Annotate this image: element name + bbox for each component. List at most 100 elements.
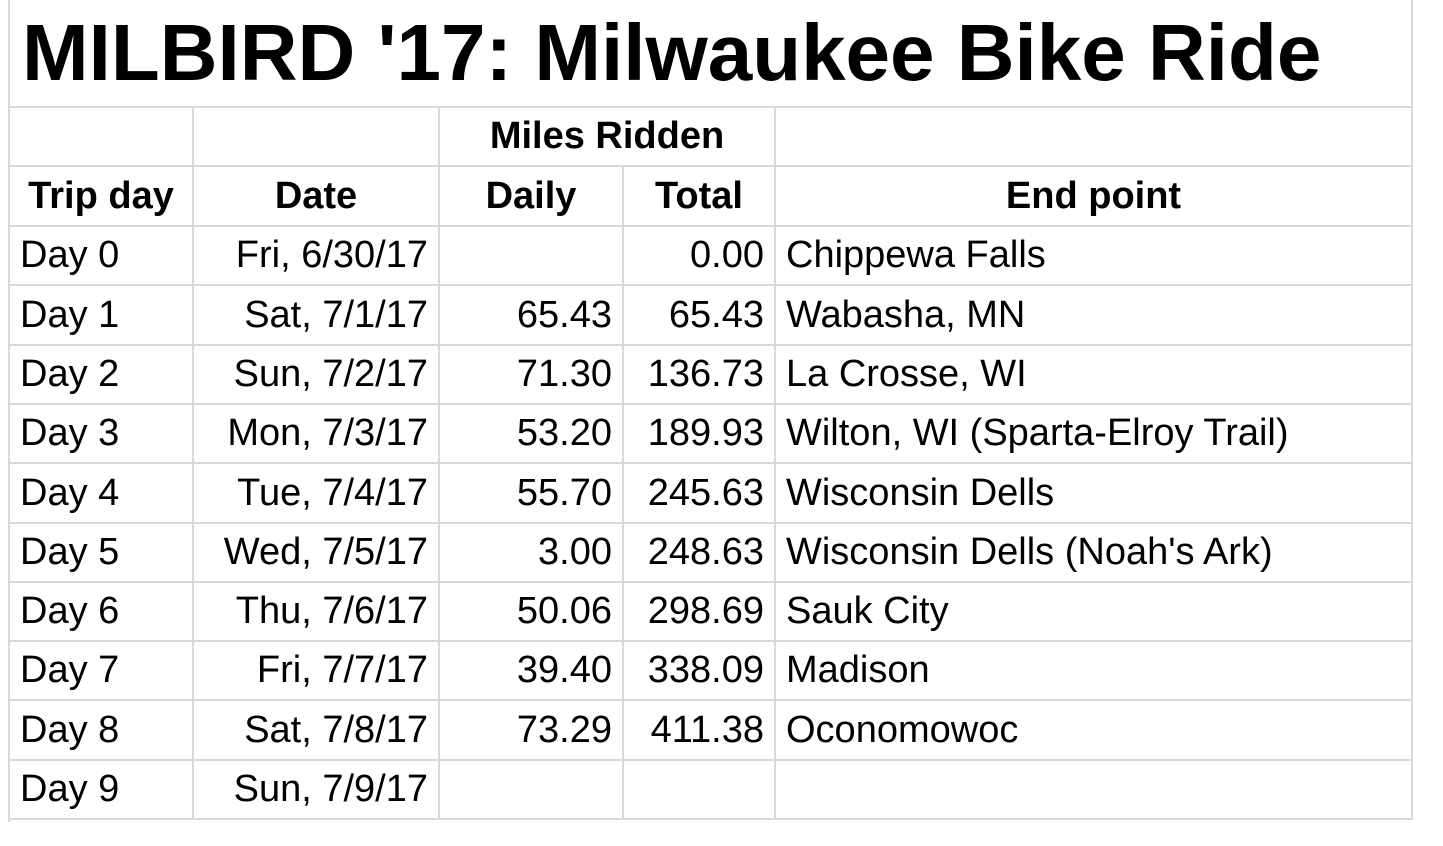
cell-text: Miles Ridden	[489, 115, 725, 157]
cell-text: Fri, 7/7/17	[256, 649, 428, 691]
cell-text: Chippewa Falls	[786, 234, 1046, 276]
table-cell	[624, 761, 776, 820]
cell-text: 65.43	[516, 293, 612, 336]
cell-text: 0.00	[690, 234, 764, 276]
cell-text: Day 2	[20, 353, 120, 395]
table-cell: Day 6	[10, 583, 194, 642]
cell-text: Day 7	[20, 649, 120, 691]
blank-cell	[194, 108, 440, 167]
cell-text: Oconomowoc	[786, 708, 1019, 751]
cell-text: 248.63	[647, 531, 764, 573]
table-cell: Sauk City	[776, 583, 1413, 642]
table-cell: Sat, 7/1/17	[194, 286, 440, 346]
column-header: Total	[624, 167, 776, 227]
table-cell: 245.63	[624, 464, 776, 524]
table-cell: 136.73	[624, 346, 776, 405]
cell-text: 73.29	[516, 708, 612, 751]
cell-text: 298.69	[647, 590, 764, 632]
cell-text: Wabasha, MN	[786, 293, 1026, 336]
cell-text: 65.43	[668, 293, 764, 336]
cell-text: 338.09	[647, 649, 764, 691]
cell-text: 189.93	[647, 412, 764, 454]
column-header: Date	[194, 167, 440, 227]
cell-text: 53.20	[516, 412, 612, 454]
cell-text: Day 6	[20, 590, 120, 632]
cell-text: Daily	[485, 174, 577, 217]
table-cell: Fri, 6/30/17	[194, 227, 440, 286]
cell-text: Day 5	[20, 531, 120, 573]
table-cell: 65.43	[440, 286, 624, 346]
table-cell: Wisconsin Dells	[776, 464, 1413, 524]
table-cell: Madison	[776, 642, 1413, 701]
table-cell: Day 3	[10, 405, 194, 464]
table-cell: Sun, 7/2/17	[194, 346, 440, 405]
cell-text: Tue, 7/4/17	[237, 471, 428, 514]
table-cell: Wisconsin Dells (Noah's Ark)	[776, 524, 1413, 583]
table-cell: 248.63	[624, 524, 776, 583]
table-cell: Day 5	[10, 524, 194, 583]
table-cell: La Crosse, WI	[776, 346, 1413, 405]
cell-text: Day 1	[20, 293, 120, 336]
table-cell: 50.06	[440, 583, 624, 642]
table-cell: Day 2	[10, 346, 194, 405]
cell-text: 411.38	[650, 708, 764, 751]
table-cell: Wed, 7/5/17	[194, 524, 440, 583]
cell-text: 245.63	[647, 471, 764, 514]
cell-text: Fri, 6/30/17	[235, 234, 428, 276]
table-cell	[776, 761, 1413, 820]
table-cell	[440, 227, 624, 286]
table-cell: Fri, 7/7/17	[194, 642, 440, 701]
table-cell: 39.40	[440, 642, 624, 701]
blank-cell	[776, 108, 1413, 167]
table-cell	[440, 761, 624, 820]
table-cell: 3.00	[440, 524, 624, 583]
cell-text: Day 3	[20, 412, 120, 454]
cell-text: Wed, 7/5/17	[223, 531, 428, 573]
cell-text: MILBIRD '17: Milwaukee Bike Ride	[22, 8, 1322, 97]
table-cell: Oconomowoc	[776, 701, 1413, 761]
title-cell: MILBIRD '17: Milwaukee Bike Ride	[10, 0, 1413, 108]
cell-text: 39.40	[516, 649, 612, 691]
table-cell: Sun, 7/9/17	[194, 761, 440, 820]
table-cell: 53.20	[440, 405, 624, 464]
cell-text: 136.73	[647, 353, 764, 395]
table-cell: 55.70	[440, 464, 624, 524]
table-cell: 411.38	[624, 701, 776, 761]
table-cell: Day 9	[10, 761, 194, 820]
table-cell: Mon, 7/3/17	[194, 405, 440, 464]
cell-text: La Crosse, WI	[786, 353, 1027, 395]
cell-text: 55.70	[516, 471, 612, 514]
cell-text: Wilton, WI (Sparta-Elroy Trail)	[786, 412, 1289, 454]
table-cell: Sat, 7/8/17	[194, 701, 440, 761]
cell-text: Wisconsin Dells	[786, 471, 1055, 514]
table-cell: 71.30	[440, 346, 624, 405]
table-cell: Day 1	[10, 286, 194, 346]
table-cell: Thu, 7/6/17	[194, 583, 440, 642]
column-header: Trip day	[10, 167, 194, 227]
table-cell: 298.69	[624, 583, 776, 642]
table-cell: 338.09	[624, 642, 776, 701]
group-header: Miles Ridden	[440, 108, 776, 167]
cell-text: 71.30	[516, 353, 612, 395]
column-header: Daily	[440, 167, 624, 227]
column-header: End point	[776, 167, 1413, 227]
cell-text: Sun, 7/2/17	[233, 353, 428, 395]
cell-text: Sat, 7/1/17	[244, 293, 428, 336]
cell-text: Trip day	[28, 174, 174, 217]
cell-text: Total	[655, 174, 743, 217]
table-cell: Tue, 7/4/17	[194, 464, 440, 524]
table-cell: Day 7	[10, 642, 194, 701]
table-cell: Wabasha, MN	[776, 286, 1413, 346]
cell-text: Thu, 7/6/17	[235, 590, 428, 632]
cell-text: End point	[1005, 174, 1182, 217]
table-cell: 73.29	[440, 701, 624, 761]
table-cell: 189.93	[624, 405, 776, 464]
table-cell: Day 4	[10, 464, 194, 524]
cell-text: Date	[274, 174, 358, 217]
cell-text: Day 0	[20, 234, 120, 276]
cell-text: Sat, 7/8/17	[244, 708, 428, 751]
cell-text: 3.00	[538, 531, 612, 573]
cell-text: Day 4	[20, 471, 120, 514]
blank-cell	[10, 108, 194, 167]
